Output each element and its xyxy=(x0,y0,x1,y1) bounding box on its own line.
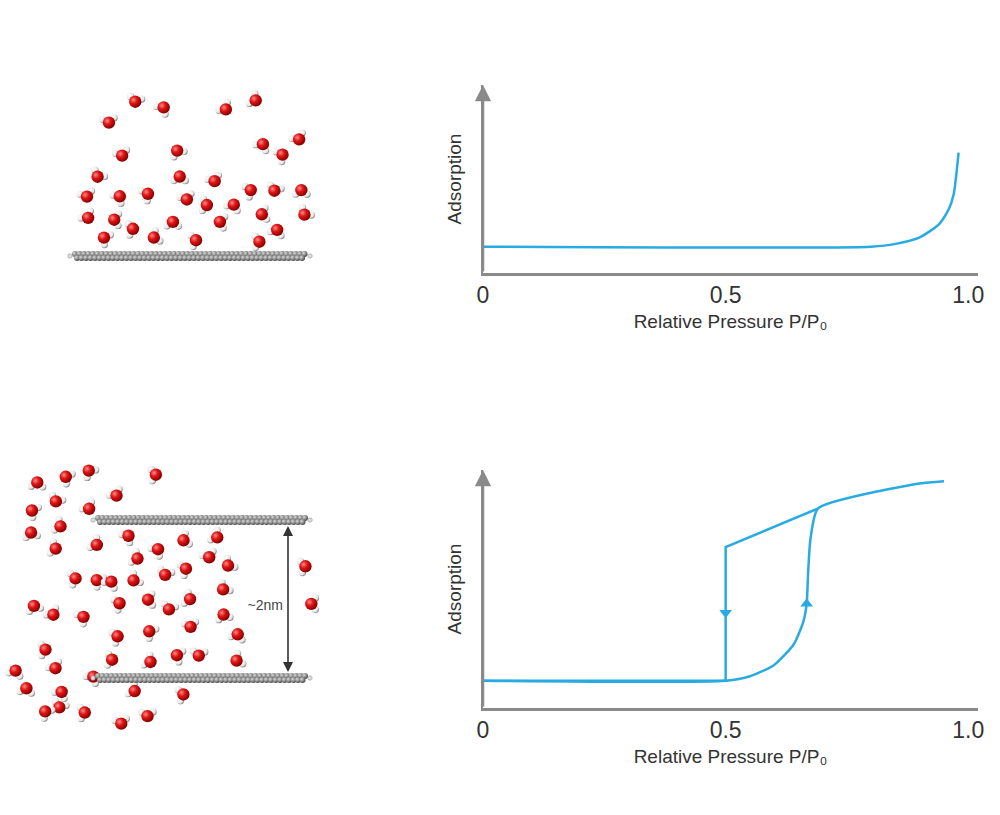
svg-text:Relative Pressure P/P₀: Relative Pressure P/P₀ xyxy=(634,311,828,332)
svg-text:0: 0 xyxy=(477,282,490,308)
svg-text:0.5: 0.5 xyxy=(710,282,742,308)
svg-text:~2nm: ~2nm xyxy=(248,597,283,613)
svg-text:1.0: 1.0 xyxy=(952,717,984,743)
svg-text:0.5: 0.5 xyxy=(710,717,742,743)
svg-text:1.0: 1.0 xyxy=(952,282,984,308)
svg-text:Relative Pressure P/P₀: Relative Pressure P/P₀ xyxy=(634,746,828,767)
svg-text:0: 0 xyxy=(477,717,490,743)
svg-text:Adsorption: Adsorption xyxy=(444,134,465,225)
svg-text:Adsorption: Adsorption xyxy=(444,544,465,635)
